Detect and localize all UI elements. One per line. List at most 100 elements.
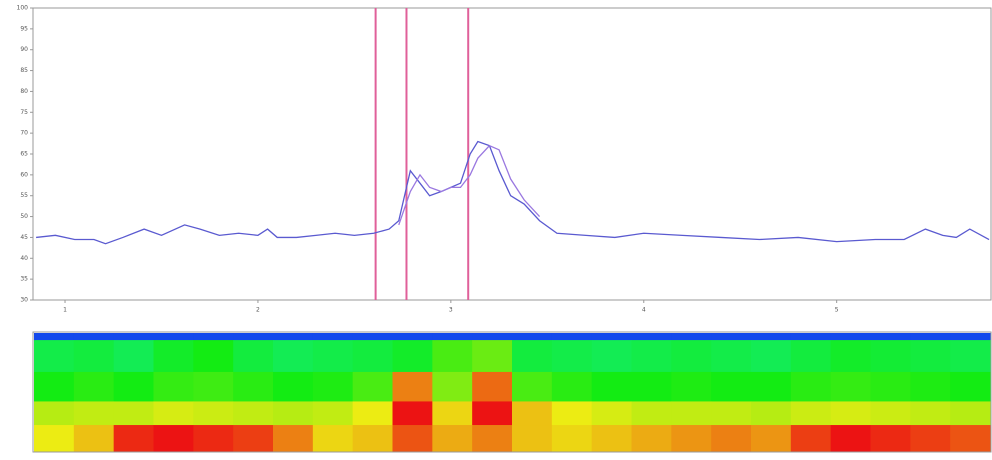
y-tick-label: 55 <box>20 192 28 199</box>
spectrogram-cell <box>870 340 911 373</box>
spectrogram-cell <box>233 340 274 373</box>
y-tick-label: 100 <box>17 5 29 12</box>
spectrogram-cell <box>551 425 593 452</box>
level-line <box>398 144 541 226</box>
x-tick-label: 4 <box>642 307 646 314</box>
y-tick-label: 85 <box>20 67 28 74</box>
spectrogram-cell <box>631 371 672 402</box>
spectrogram-cell <box>751 340 792 373</box>
spectrogram-cell <box>631 340 672 373</box>
spectrogram-cell <box>392 333 433 341</box>
spectrogram-cell <box>472 340 513 373</box>
spectrogram-cell <box>472 401 513 426</box>
spectrogram-cell <box>870 333 911 341</box>
spectrogram-cell <box>34 401 75 426</box>
spectrogram-cell <box>193 371 234 402</box>
spectrogram-cell <box>113 371 154 402</box>
spectrogram-cell <box>830 340 871 373</box>
spectrogram-cell <box>273 425 314 452</box>
spectrogram-cell <box>312 371 354 402</box>
spectrogram-cell <box>910 340 951 373</box>
y-tick-label: 70 <box>20 130 28 137</box>
spectrogram-cell <box>631 333 672 341</box>
spectrogram-cell <box>910 333 951 341</box>
spectrogram-cell <box>113 333 154 341</box>
spectrogram-cell <box>830 333 871 341</box>
spectrogram-cell <box>34 333 75 341</box>
spectrogram-cell <box>512 340 553 373</box>
spectrogram-cell <box>512 401 553 426</box>
spectrogram-cell <box>432 371 473 402</box>
spectrogram-cell <box>551 371 593 402</box>
spectrogram-cell <box>711 425 752 452</box>
spectrogram-cell <box>432 340 473 373</box>
spectrogram-cell <box>113 401 154 426</box>
spectrogram-cell <box>870 371 911 402</box>
y-tick-label: 30 <box>20 297 28 304</box>
spectrogram-cell <box>233 333 274 341</box>
spectrogram-cell <box>113 340 154 373</box>
y-tick-label: 35 <box>20 276 28 283</box>
spectrogram-cell <box>591 425 632 452</box>
spectrogram-cell <box>551 401 593 426</box>
spectrogram-cell <box>34 371 75 402</box>
spectrogram-cell <box>512 371 553 402</box>
spectrogram-cell <box>790 371 832 402</box>
y-tick-label: 75 <box>20 109 28 116</box>
spectrogram-cell <box>153 425 194 452</box>
spectrogram-cell <box>34 425 75 452</box>
spectrogram-cell <box>472 425 513 452</box>
spectrogram-cell <box>312 340 354 373</box>
spectrogram-cell <box>273 371 314 402</box>
spectrogram-cell <box>273 333 314 341</box>
spectrogram-cell <box>751 425 792 452</box>
spectrogram-cell <box>73 401 115 426</box>
spectrogram-cell <box>551 333 593 341</box>
spectrogram-cell <box>352 425 393 452</box>
spectrogram-cell <box>312 333 354 341</box>
y-tick-label: 60 <box>20 171 28 178</box>
level-panel <box>32 7 992 301</box>
spectrogram-cell <box>392 340 433 373</box>
spectrogram-cell <box>751 333 792 341</box>
y-tick-label: 50 <box>20 213 28 220</box>
spectrogram-cell <box>153 371 194 402</box>
spectrogram-cell <box>790 340 832 373</box>
spectrogram-cell <box>870 425 911 452</box>
spectrogram-cell <box>751 371 792 402</box>
spectrogram-cell <box>671 425 712 452</box>
spectrogram-cell <box>392 425 433 452</box>
spectrogram-cell <box>352 340 393 373</box>
spectrogram-cell <box>711 401 752 426</box>
spectrogram-cell <box>591 333 632 341</box>
spectrogram-cell <box>512 425 553 452</box>
spectrogram-cell <box>671 333 712 341</box>
spectrogram-cell <box>950 340 991 373</box>
spectrogram-cell <box>591 340 632 373</box>
spectrogram-cell <box>551 340 593 373</box>
spectrogram-cell <box>392 401 433 426</box>
x-tick-label: 3 <box>449 307 453 314</box>
spectrogram-cell <box>312 401 354 426</box>
spectrogram-cell <box>352 333 393 341</box>
spectrogram-cell <box>153 333 194 341</box>
spectrogram-cell <box>193 333 234 341</box>
spectrogram-cell <box>711 333 752 341</box>
spectrogram-cell <box>790 425 832 452</box>
spectrogram-cell <box>790 401 832 426</box>
x-tick-label: 1 <box>63 307 67 314</box>
spectrogram-cell <box>671 401 712 426</box>
spectrogram-cell <box>392 371 433 402</box>
spectrogram-cell <box>512 333 553 341</box>
spectrogram-cell <box>950 333 991 341</box>
spectrogram-cell <box>631 401 672 426</box>
spectrogram-cell <box>233 401 274 426</box>
spectrogram-cell <box>950 401 991 426</box>
spectrogram-cell <box>711 371 752 402</box>
spectrogram-cell <box>950 425 991 452</box>
y-tick-label: 95 <box>20 25 28 32</box>
x-tick-label: 5 <box>835 307 839 314</box>
spectrogram-cell <box>910 425 951 452</box>
y-tick-label: 90 <box>20 46 28 53</box>
